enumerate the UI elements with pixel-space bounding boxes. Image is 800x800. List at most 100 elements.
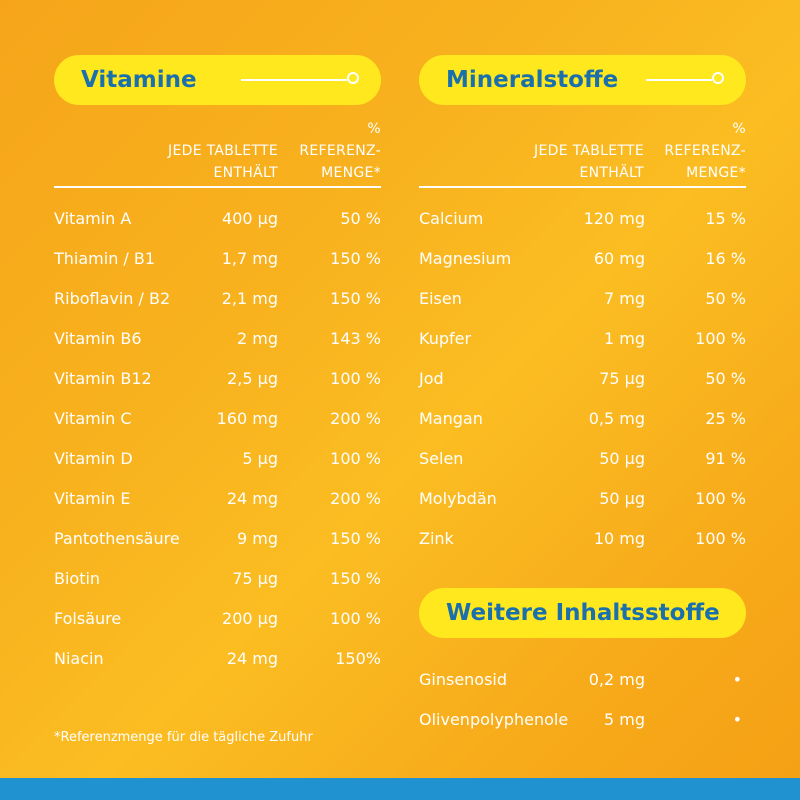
others-row-reference: • <box>732 710 742 729</box>
vitamins-row: Vitamin E 24 mg 200 % <box>54 487 381 511</box>
vitamins-row-amount: 24 mg <box>226 489 278 508</box>
minerals-slider-dot-icon <box>712 72 724 84</box>
vitamins-row-reference: 150 % <box>330 289 381 308</box>
minerals-row-reference: 100 % <box>695 329 746 348</box>
minerals-row-amount: 7 mg <box>603 289 645 308</box>
vitamins-row-name: Biotin <box>54 569 101 588</box>
vitamins-row-amount: 2,1 mg <box>221 289 278 308</box>
vitamins-amount-header-line1: JEDE TABLETTE <box>168 143 278 159</box>
footnote: *Referenzmenge für die tägliche Zufuhr <box>54 730 313 745</box>
minerals-row: Magnesium 60 mg 16 % <box>419 247 746 271</box>
minerals-row-name: Eisen <box>419 289 462 308</box>
minerals-row-reference: 16 % <box>705 249 746 268</box>
vitamins-ref-header: % REFERENZ- MENGE* <box>299 118 381 184</box>
minerals-title: Mineralstoffe <box>446 67 619 93</box>
minerals-row: Molybdän 50 µg 100 % <box>419 487 746 511</box>
vitamins-row-amount: 2,5 µg <box>227 369 278 388</box>
minerals-row: Kupfer 1 mg 100 % <box>419 327 746 351</box>
others-title: Weitere Inhaltsstoffe <box>446 600 720 626</box>
vitamins-row-reference: 150 % <box>330 249 381 268</box>
minerals-row-name: Mangan <box>419 409 483 428</box>
vitamins-row-reference: 100 % <box>330 369 381 388</box>
minerals-row-reference: 15 % <box>705 209 746 228</box>
vitamins-title: Vitamine <box>81 67 197 93</box>
minerals-row-reference: 50 % <box>705 369 746 388</box>
minerals-row-amount: 10 mg <box>593 529 645 548</box>
minerals-row-amount: 50 µg <box>599 489 645 508</box>
others-row-name: Ginsenosid <box>419 670 508 689</box>
vitamins-slider-dot-icon <box>347 72 359 84</box>
minerals-row-name: Selen <box>419 449 464 468</box>
minerals-amount-header-line2: ENTHÄLT <box>579 165 644 181</box>
bottom-stripe <box>0 778 800 800</box>
minerals-title-pill: Mineralstoffe <box>419 55 746 105</box>
minerals-ref-header-line1: % <box>732 121 746 137</box>
vitamins-row-name: Thiamin / B1 <box>54 249 156 268</box>
vitamins-row-name: Vitamin A <box>54 209 132 228</box>
vitamins-title-pill: Vitamine <box>54 55 381 105</box>
minerals-row-amount: 50 µg <box>599 449 645 468</box>
vitamins-row-name: Riboflavin / B2 <box>54 289 171 308</box>
minerals-ref-header: % REFERENZ- MENGE* <box>664 118 746 184</box>
vitamins-row: Vitamin B12 2,5 µg 100 % <box>54 367 381 391</box>
minerals-row-name: Magnesium <box>419 249 512 268</box>
vitamins-row: Vitamin B6 2 mg 143 % <box>54 327 381 351</box>
minerals-row: Mangan 0,5 mg 25 % <box>419 407 746 431</box>
minerals-row-amount: 120 mg <box>583 209 645 228</box>
vitamins-row: Vitamin D 5 µg 100 % <box>54 447 381 471</box>
vitamins-row-amount: 75 µg <box>232 569 278 588</box>
minerals-row: Zink 10 mg 100 % <box>419 527 746 551</box>
vitamins-ref-header-line1: % <box>367 121 381 137</box>
minerals-row-name: Jod <box>419 369 444 388</box>
minerals-ref-header-line2: REFERENZ- <box>664 143 746 159</box>
vitamins-row: Riboflavin / B2 2,1 mg 150 % <box>54 287 381 311</box>
others-row-amount: 5 mg <box>603 710 645 729</box>
minerals-amount-header: JEDE TABLETTE ENTHÄLT <box>534 140 644 184</box>
vitamins-row: Vitamin A 400 µg 50 % <box>54 207 381 231</box>
vitamins-row-reference: 100 % <box>330 449 381 468</box>
others-row-reference: • <box>732 670 742 689</box>
minerals-row-reference: 100 % <box>695 529 746 548</box>
minerals-row-reference: 91 % <box>705 449 746 468</box>
vitamins-row-amount: 5 µg <box>242 449 278 468</box>
vitamins-amount-header: JEDE TABLETTE ENTHÄLT <box>168 140 278 184</box>
minerals-slider-line <box>646 79 712 81</box>
vitamins-row: Thiamin / B1 1,7 mg 150 % <box>54 247 381 271</box>
vitamins-row-reference: 143 % <box>330 329 381 348</box>
vitamins-row: Vitamin C 160 mg 200 % <box>54 407 381 431</box>
minerals-row: Eisen 7 mg 50 % <box>419 287 746 311</box>
vitamins-row-reference: 200 % <box>330 409 381 428</box>
minerals-row-amount: 75 µg <box>599 369 645 388</box>
vitamins-row-amount: 200 µg <box>222 609 278 628</box>
minerals-row: Calcium 120 mg 15 % <box>419 207 746 231</box>
minerals-row-amount: 60 mg <box>593 249 645 268</box>
minerals-row-name: Calcium <box>419 209 484 228</box>
minerals-row-name: Molybdän <box>419 489 497 508</box>
others-row-name: Olivenpolyphenole <box>419 710 569 729</box>
vitamins-row-name: Vitamin C <box>54 409 132 428</box>
vitamins-row-amount: 160 mg <box>216 409 278 428</box>
vitamins-row: Niacin 24 mg 150% <box>54 647 381 671</box>
vitamins-row-reference: 100 % <box>330 609 381 628</box>
vitamins-row-amount: 24 mg <box>226 649 278 668</box>
vitamins-row-amount: 1,7 mg <box>221 249 278 268</box>
vitamins-ref-header-line3: MENGE* <box>321 165 381 181</box>
vitamins-row-reference: 150 % <box>330 569 381 588</box>
vitamins-row-amount: 400 µg <box>222 209 278 228</box>
minerals-row-name: Kupfer <box>419 329 472 348</box>
vitamins-row: Pantothensäure 9 mg 150 % <box>54 527 381 551</box>
vitamins-row-name: Niacin <box>54 649 104 668</box>
vitamins-row-name: Vitamin B6 <box>54 329 142 348</box>
vitamins-row: Folsäure 200 µg 100 % <box>54 607 381 631</box>
vitamins-header-divider <box>54 186 381 188</box>
vitamins-row-name: Vitamin B12 <box>54 369 152 388</box>
minerals-row: Selen 50 µg 91 % <box>419 447 746 471</box>
minerals-row-reference: 50 % <box>705 289 746 308</box>
vitamins-row-reference: 200 % <box>330 489 381 508</box>
vitamins-row: Biotin 75 µg 150 % <box>54 567 381 591</box>
minerals-header-divider <box>419 186 746 188</box>
vitamins-ref-header-line2: REFERENZ- <box>299 143 381 159</box>
vitamins-slider-line <box>241 79 347 81</box>
minerals-amount-header-line1: JEDE TABLETTE <box>534 143 644 159</box>
vitamins-row-reference: 150 % <box>330 529 381 548</box>
